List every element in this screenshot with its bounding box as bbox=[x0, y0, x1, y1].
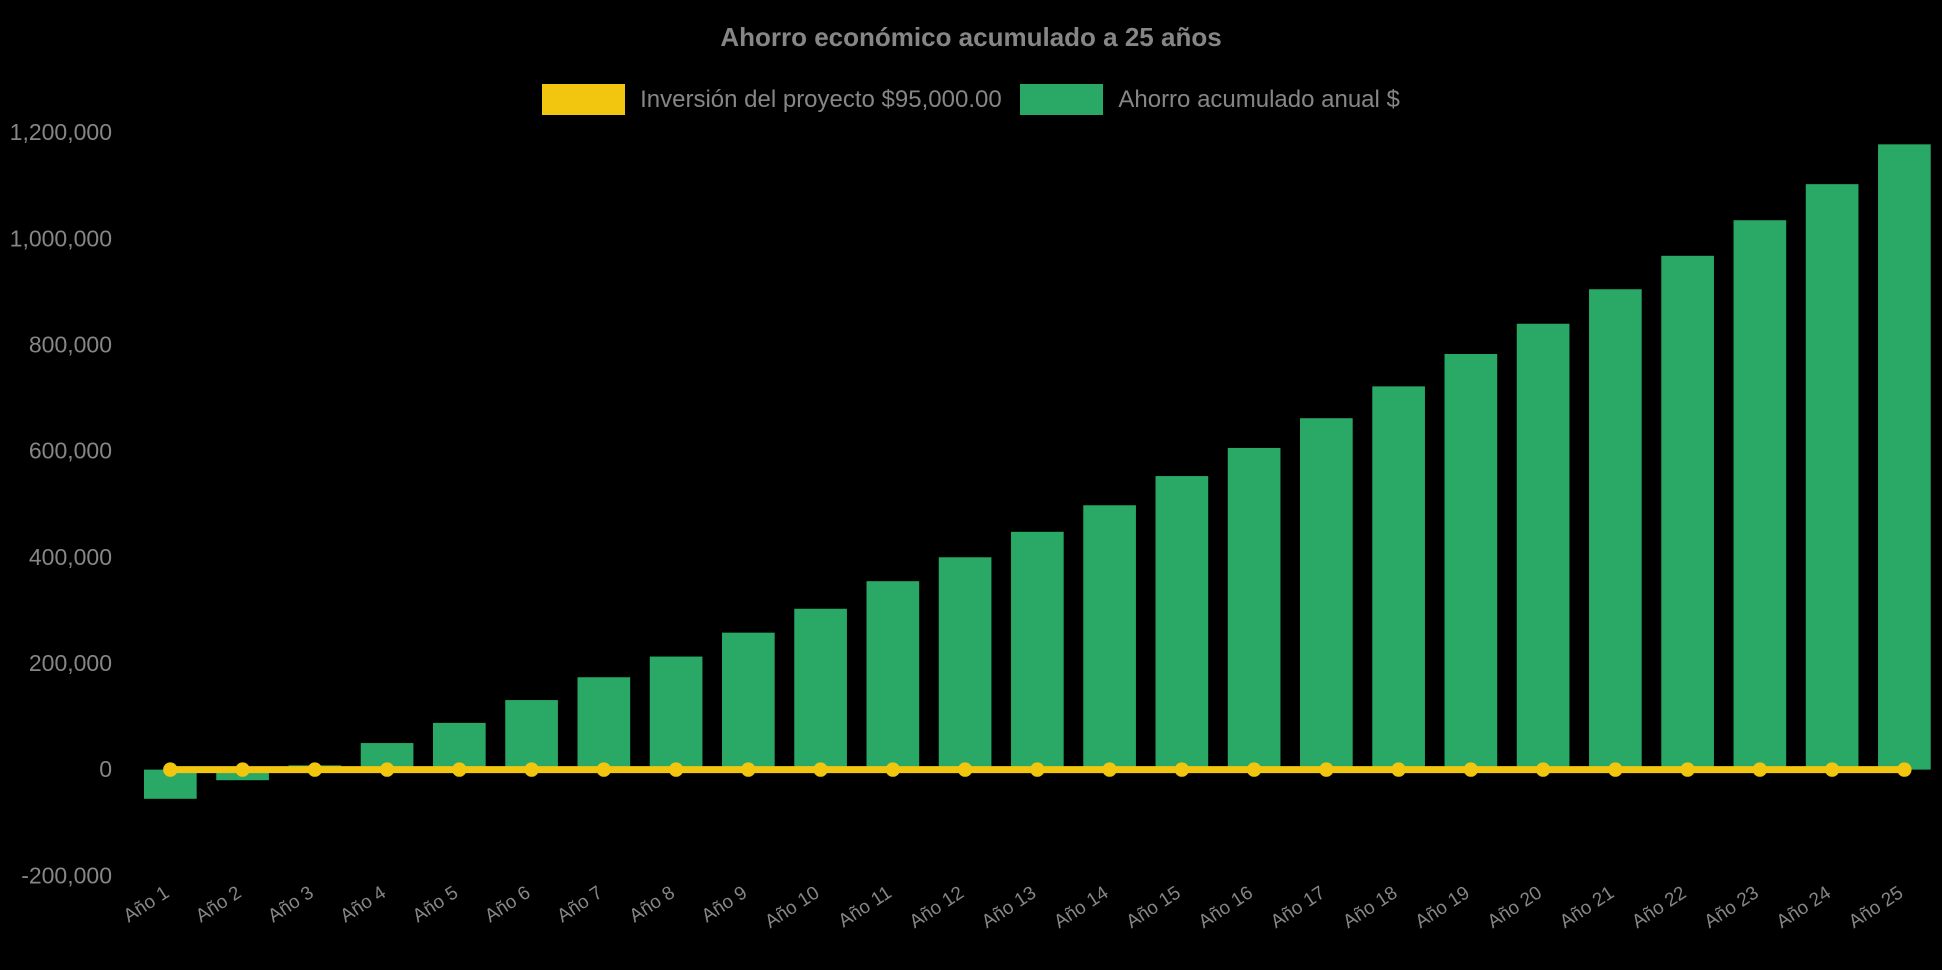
svg-text:200,000: 200,000 bbox=[29, 650, 112, 676]
svg-text:Año 5: Año 5 bbox=[409, 882, 462, 927]
svg-text:Año 11: Año 11 bbox=[835, 882, 896, 932]
svg-text:1,200,000: 1,200,000 bbox=[10, 119, 112, 145]
svg-text:Año 6: Año 6 bbox=[481, 882, 534, 927]
svg-text:800,000: 800,000 bbox=[29, 331, 112, 357]
svg-text:Año 20: Año 20 bbox=[1484, 882, 1546, 932]
svg-text:Año 22: Año 22 bbox=[1628, 882, 1690, 932]
svg-text:Año 21: Año 21 bbox=[1556, 882, 1618, 932]
svg-text:Año 3: Año 3 bbox=[264, 882, 317, 927]
svg-text:Año 7: Año 7 bbox=[553, 882, 606, 927]
svg-text:Año 2: Año 2 bbox=[192, 882, 245, 927]
svg-text:Año 12: Año 12 bbox=[906, 882, 968, 932]
svg-text:600,000: 600,000 bbox=[29, 438, 112, 464]
svg-text:Año 8: Año 8 bbox=[626, 882, 679, 927]
svg-text:Año 16: Año 16 bbox=[1195, 882, 1257, 932]
svg-text:1,000,000: 1,000,000 bbox=[10, 225, 112, 251]
svg-text:Año 9: Año 9 bbox=[698, 882, 751, 927]
svg-text:Año 23: Año 23 bbox=[1701, 882, 1763, 932]
svg-text:Año 13: Año 13 bbox=[978, 882, 1040, 932]
svg-text:Año 25: Año 25 bbox=[1845, 882, 1907, 932]
svg-text:Año 10: Año 10 bbox=[761, 882, 823, 932]
svg-text:0: 0 bbox=[99, 756, 112, 782]
svg-text:Año 1: Año 1 bbox=[120, 882, 173, 927]
svg-text:Año 15: Año 15 bbox=[1123, 882, 1185, 932]
svg-text:Año 4: Año 4 bbox=[337, 882, 390, 927]
svg-text:Año 19: Año 19 bbox=[1412, 882, 1474, 932]
svg-text:Año 24: Año 24 bbox=[1773, 882, 1835, 933]
svg-text:-200,000: -200,000 bbox=[21, 862, 112, 888]
svg-text:Año 17: Año 17 bbox=[1267, 882, 1329, 932]
svg-text:Año 14: Año 14 bbox=[1050, 882, 1112, 933]
svg-text:400,000: 400,000 bbox=[29, 544, 112, 570]
svg-text:Año 18: Año 18 bbox=[1339, 882, 1401, 932]
